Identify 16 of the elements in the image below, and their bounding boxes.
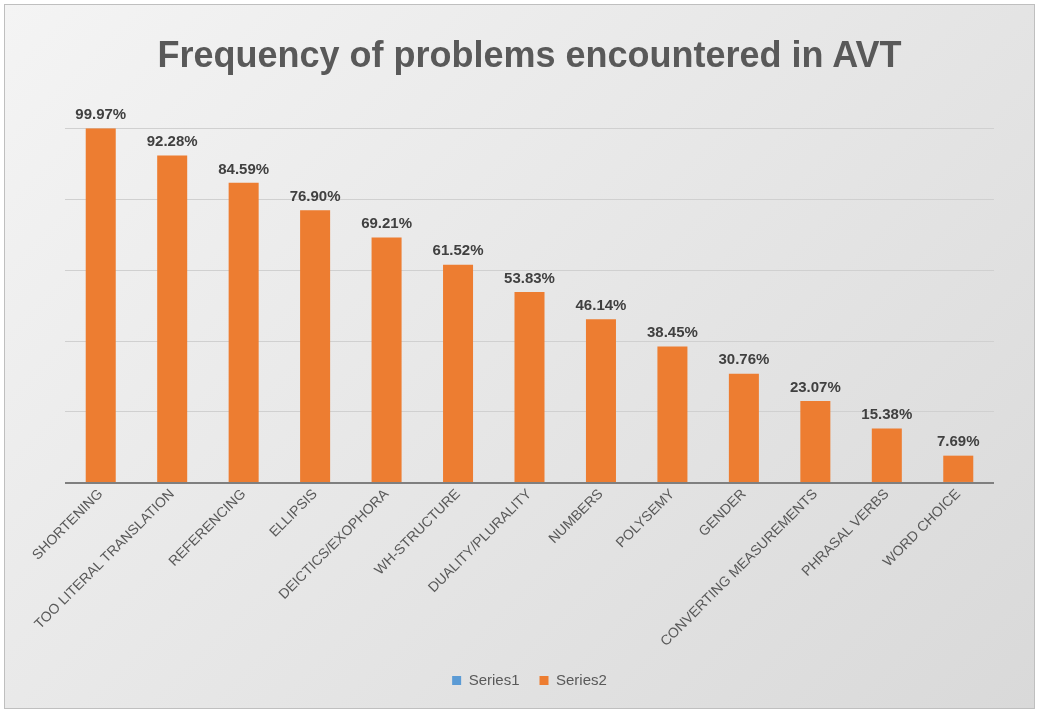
data-label: 92.28% — [146, 132, 198, 150]
data-label: 99.97% — [75, 104, 127, 122]
legend-label: Series2 — [556, 670, 607, 688]
data-label: 46.14% — [575, 295, 627, 313]
legend-label: Series1 — [468, 670, 520, 688]
chart-title: Frequency of problems encountered in AVT — [157, 33, 902, 75]
data-label: 69.21% — [361, 214, 413, 232]
data-label: 61.52% — [432, 241, 484, 259]
data-label: 23.07% — [789, 377, 841, 395]
data-label: 84.59% — [218, 159, 270, 177]
data-label: 76.90% — [289, 186, 341, 204]
data-label: 30.76% — [718, 350, 770, 368]
data-label: 7.69% — [937, 432, 980, 450]
data-label: 38.45% — [646, 323, 698, 341]
data-label: 53.83% — [504, 268, 555, 286]
data-label: 15.38% — [861, 405, 913, 423]
